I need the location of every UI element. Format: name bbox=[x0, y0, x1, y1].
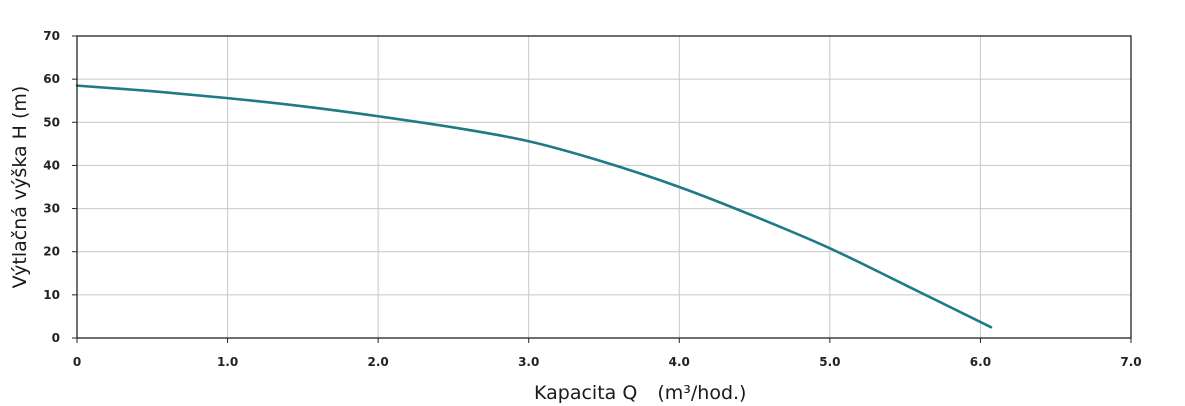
y-tick-label: 20 bbox=[43, 245, 60, 259]
y-tick-label: 30 bbox=[43, 202, 60, 216]
x-tick-label: 6.0 bbox=[970, 355, 991, 369]
x-axis-label: Kapacita Q bbox=[534, 382, 637, 404]
performance-curve-line bbox=[75, 84, 993, 329]
grid bbox=[77, 36, 1131, 338]
y-tick-label: 60 bbox=[43, 72, 60, 86]
x-tick-label: 2.0 bbox=[368, 355, 389, 369]
y-tick-label: 50 bbox=[43, 115, 60, 129]
y-tick-label: 10 bbox=[43, 288, 60, 302]
x-tick-label: 7.0 bbox=[1120, 355, 1141, 369]
ticks bbox=[72, 35, 1132, 343]
y-axis-title: Výtlačná výška H (m) bbox=[9, 86, 31, 289]
y-tick-label: 0 bbox=[52, 331, 60, 345]
x-tick-label: 0 bbox=[73, 355, 81, 369]
y-tick-label: 40 bbox=[43, 158, 60, 172]
x-tick-label: 1.0 bbox=[217, 355, 238, 369]
x-axis-unit: (m³/hod.) bbox=[657, 382, 746, 404]
x-tick-label: 5.0 bbox=[819, 355, 840, 369]
plot-frame bbox=[76, 35, 1132, 339]
x-tick-label: 4.0 bbox=[669, 355, 690, 369]
y-tick-label: 70 bbox=[43, 29, 60, 43]
tick-labels: 0 1.0 2.0 3.0 4.0 5.0 6.0 7.0 0 10 20 30 40 50 60 70 bbox=[43, 29, 1141, 369]
x-axis-title: Kapacita Q (m³/hod.) bbox=[534, 382, 746, 404]
series-layer bbox=[75, 84, 993, 329]
x-tick-label: 3.0 bbox=[518, 355, 539, 369]
